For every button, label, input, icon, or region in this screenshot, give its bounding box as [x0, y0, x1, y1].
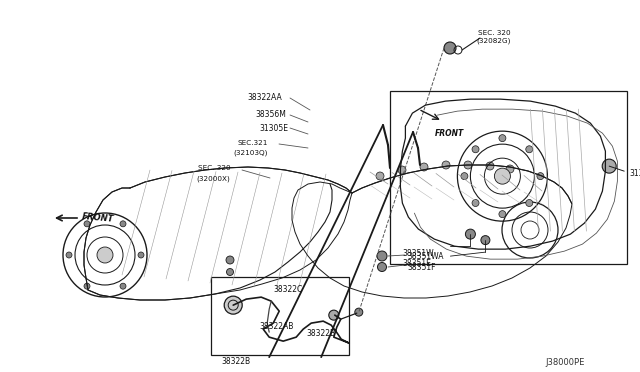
- Circle shape: [227, 269, 234, 276]
- Circle shape: [526, 146, 532, 153]
- Text: 38351E: 38351E: [403, 259, 431, 268]
- Circle shape: [84, 221, 90, 227]
- Circle shape: [376, 172, 384, 180]
- Text: 38322B: 38322B: [221, 357, 250, 366]
- Circle shape: [537, 173, 544, 180]
- Circle shape: [120, 283, 126, 289]
- Text: 38351W: 38351W: [403, 249, 434, 258]
- Circle shape: [472, 199, 479, 206]
- Circle shape: [378, 263, 387, 272]
- Text: 38322AB: 38322AB: [259, 322, 294, 331]
- Text: SEC.321: SEC.321: [238, 140, 268, 146]
- Text: 38322AA: 38322AA: [247, 93, 282, 102]
- Text: (32082G): (32082G): [476, 38, 510, 45]
- Text: (32000X): (32000X): [196, 175, 230, 182]
- Circle shape: [506, 165, 514, 173]
- Text: (32103Q): (32103Q): [233, 150, 268, 157]
- Circle shape: [444, 42, 456, 54]
- Circle shape: [84, 283, 90, 289]
- Circle shape: [472, 146, 479, 153]
- Circle shape: [226, 256, 234, 264]
- Text: 38322B: 38322B: [306, 329, 335, 338]
- Text: J38000PE: J38000PE: [545, 358, 584, 367]
- Text: 38322C: 38322C: [273, 285, 303, 294]
- Circle shape: [465, 229, 476, 239]
- Circle shape: [377, 251, 387, 261]
- Circle shape: [138, 252, 144, 258]
- Circle shape: [420, 163, 428, 171]
- Circle shape: [355, 308, 363, 316]
- Text: SEC. 320: SEC. 320: [198, 165, 230, 171]
- Text: FRONT: FRONT: [435, 129, 463, 138]
- Circle shape: [329, 310, 339, 320]
- Text: 31305EA: 31305EA: [629, 169, 640, 178]
- Text: SEC. 320: SEC. 320: [478, 30, 511, 36]
- Circle shape: [499, 211, 506, 218]
- Circle shape: [486, 162, 494, 170]
- Text: 31305E: 31305E: [259, 124, 288, 133]
- Circle shape: [97, 247, 113, 263]
- Circle shape: [494, 168, 511, 184]
- Circle shape: [481, 235, 490, 245]
- Circle shape: [464, 161, 472, 169]
- Circle shape: [461, 173, 468, 180]
- Text: 38356M: 38356M: [255, 110, 286, 119]
- Text: 38351WA: 38351WA: [407, 252, 444, 261]
- Circle shape: [499, 135, 506, 142]
- Bar: [211, 277, 349, 355]
- Text: FRONT: FRONT: [81, 212, 114, 224]
- Text: 38351F: 38351F: [407, 263, 435, 272]
- Circle shape: [120, 221, 126, 227]
- Circle shape: [224, 296, 242, 314]
- Circle shape: [442, 161, 450, 169]
- Circle shape: [66, 252, 72, 258]
- Circle shape: [526, 199, 532, 206]
- Circle shape: [602, 159, 616, 173]
- Bar: [390, 91, 627, 264]
- Circle shape: [398, 166, 406, 174]
